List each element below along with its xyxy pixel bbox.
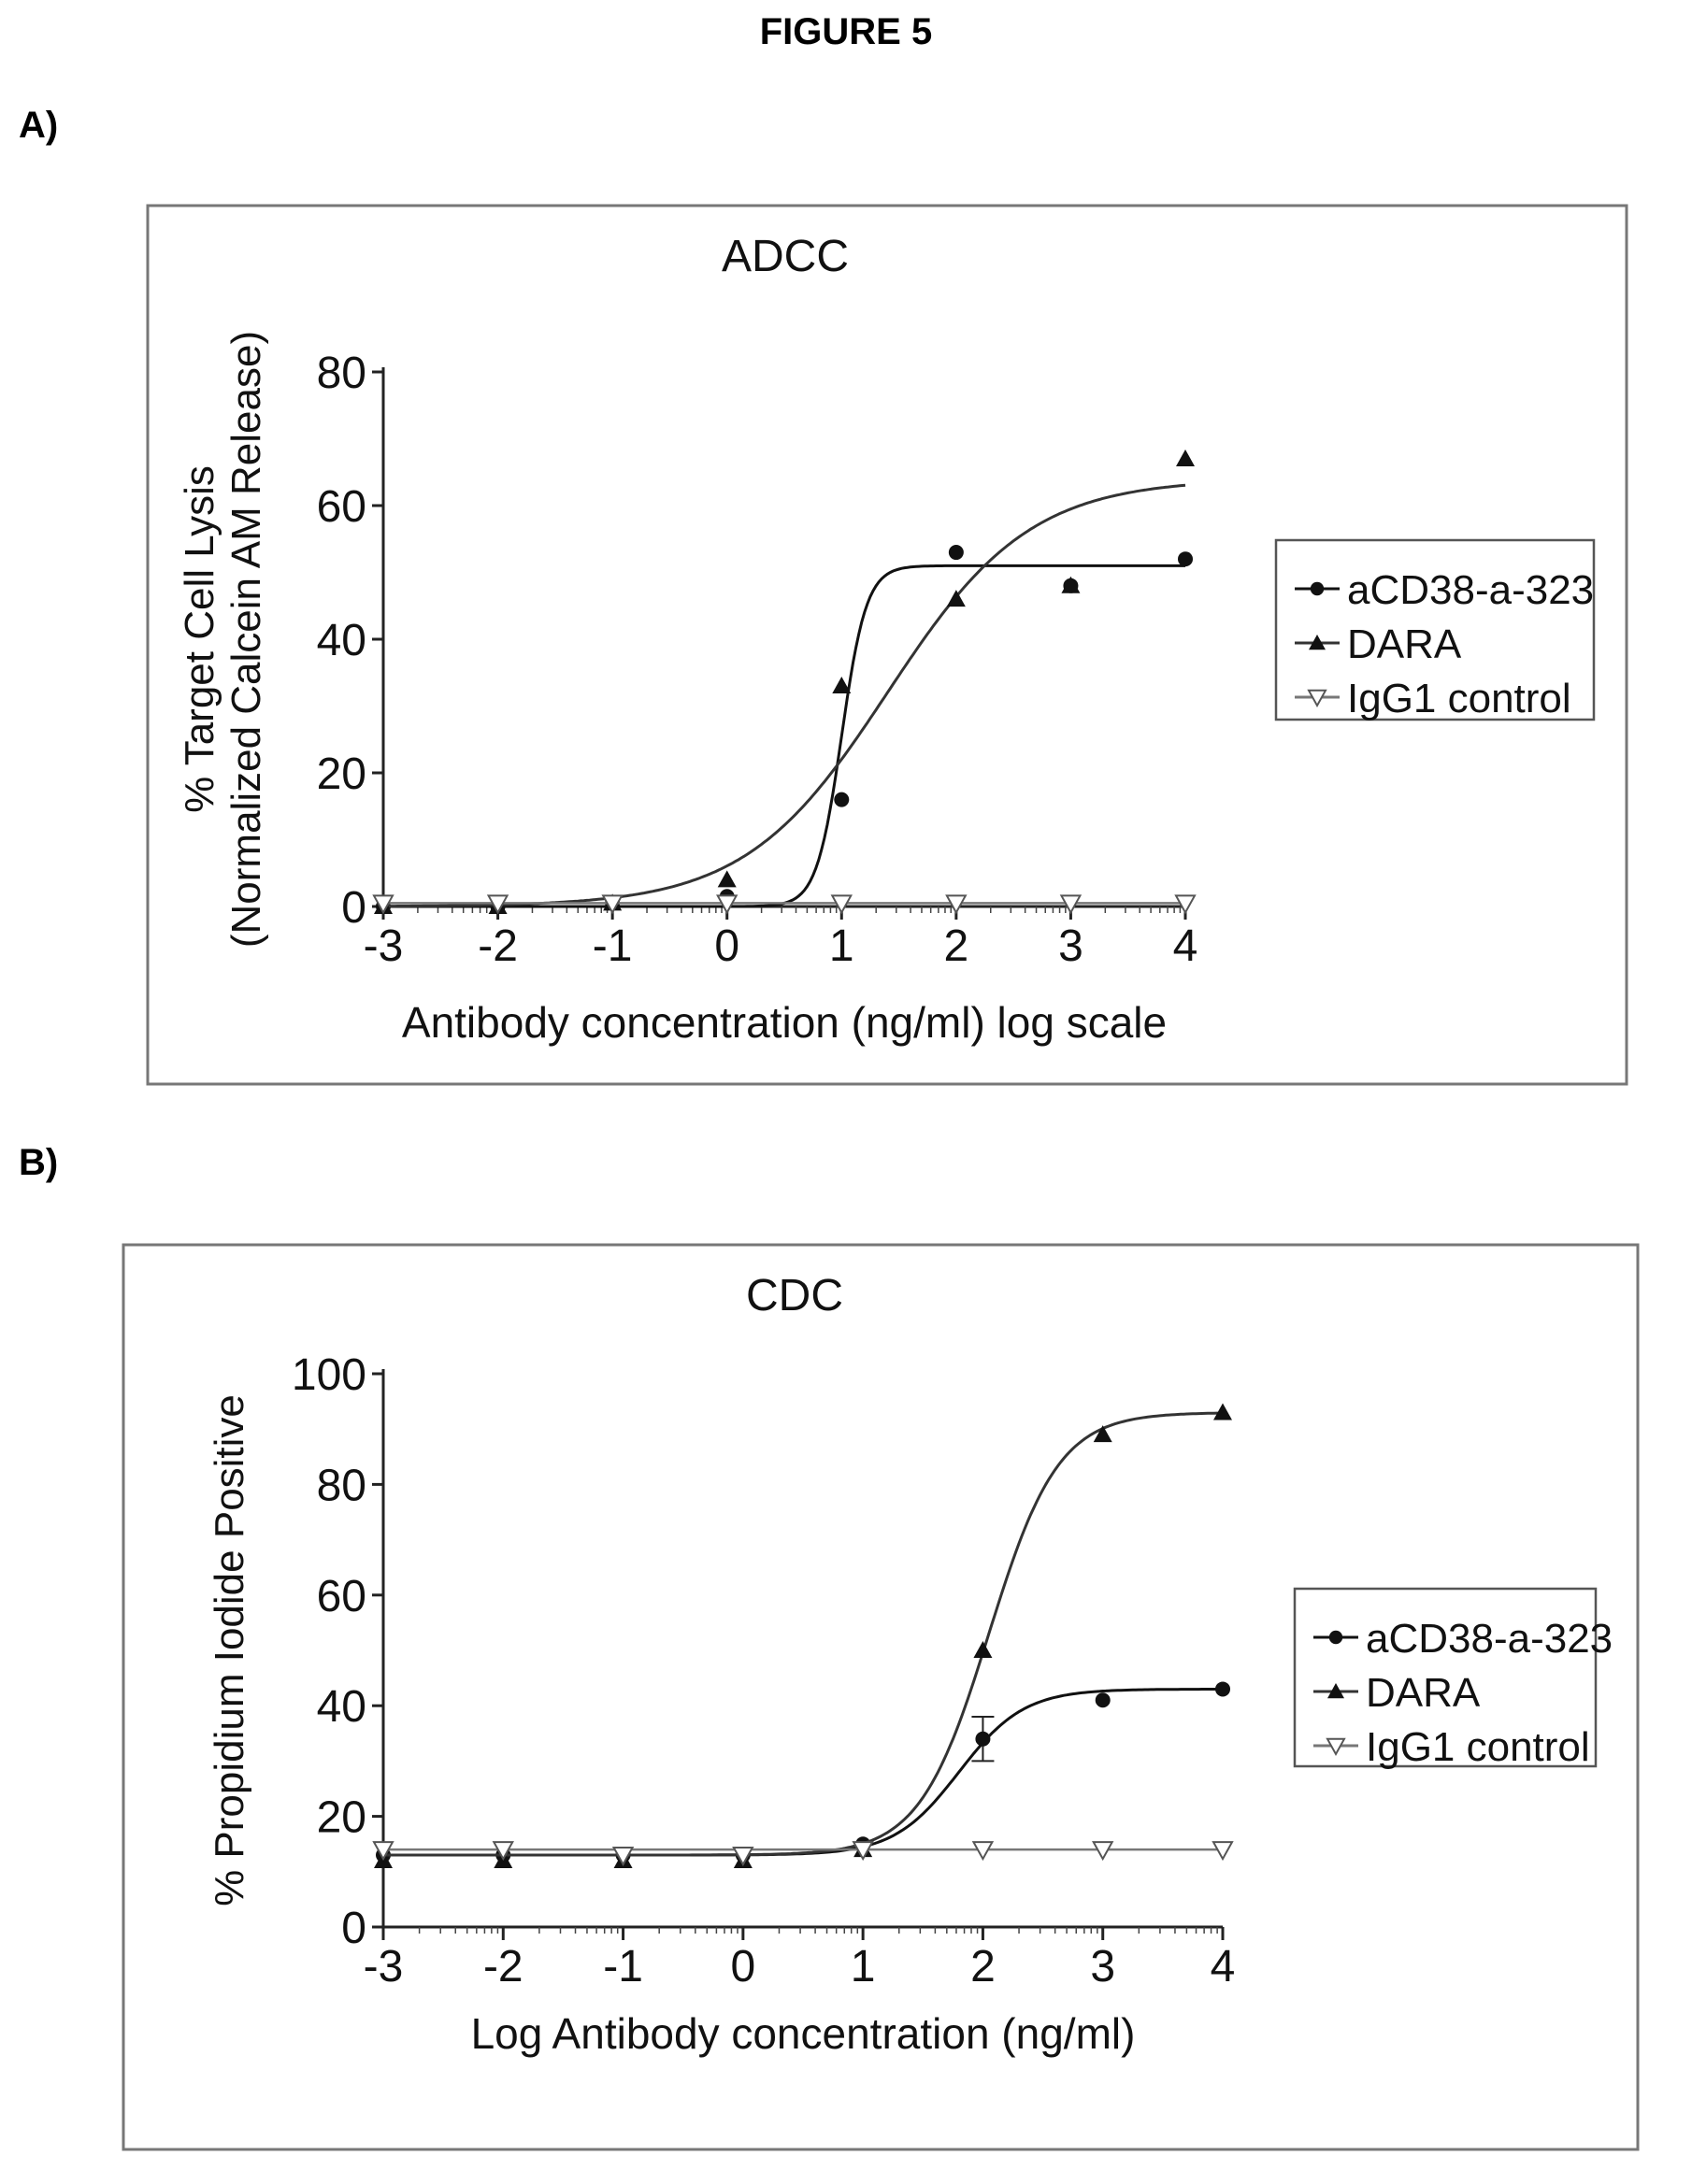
cdc-x-tick-label: 0	[731, 1942, 756, 1991]
cdc-legend-label-igg1-control: IgG1 control	[1366, 1724, 1590, 1770]
adcc-y-axis-label: (Normalized Calcein AM Release)	[223, 331, 269, 948]
adcc-point-igg1-control	[945, 894, 968, 915]
cdc-fit-curve-dara	[383, 1411, 1224, 1857]
adcc-y-tick-label: 40	[317, 616, 366, 665]
cdc-x-tick-label: -3	[364, 1942, 404, 1991]
adcc-frame	[146, 204, 1628, 1086]
adcc-x-tick-label: -3	[364, 921, 404, 971]
cdc-x-tick-label: -1	[603, 1942, 643, 1991]
adcc-legend-label-acd38-a-323: aCD38-a-323	[1347, 567, 1594, 613]
adcc-y-tick-label: 20	[317, 749, 366, 799]
cdc-x-tick-label: 4	[1211, 1942, 1236, 1991]
adcc-x-tick-label: -2	[478, 921, 518, 971]
adcc-legend-label-igg1-control: IgG1 control	[1347, 676, 1571, 721]
cdc-point-acd38-a-323	[1215, 1681, 1230, 1697]
adcc-x-tick-label: 2	[944, 921, 969, 971]
adcc-x-tick-label: 4	[1173, 921, 1198, 971]
adcc-y-axis-label: % Target Cell Lysis	[177, 465, 222, 813]
cdc-x-axis-label: Log Antibody concentration (ng/ml)	[471, 2009, 1136, 2058]
panel-label-a: A)	[19, 105, 59, 146]
cdc-point-igg1-control	[971, 1841, 995, 1862]
adcc-point-dara	[717, 870, 737, 888]
adcc-point-acd38-a-323	[834, 792, 850, 807]
cdc-legend-label-acd38-a-323: aCD38-a-323	[1366, 1616, 1613, 1662]
cdc-y-tick-label: 60	[317, 1572, 366, 1621]
adcc-point-igg1-control	[601, 894, 624, 915]
adcc-fit-curve-acd38-a-323	[383, 564, 1185, 908]
cdc-point-dara	[1213, 1403, 1232, 1420]
adcc-point-igg1-control	[716, 894, 738, 915]
cdc-legend-box	[1293, 1587, 1598, 1768]
adcc-point-igg1-control	[486, 894, 509, 915]
adcc-point-igg1-control	[372, 894, 394, 915]
adcc-fit-curve-dara	[383, 483, 1186, 908]
adcc-point-dara	[946, 590, 966, 607]
adcc-x-tick-label: 1	[829, 921, 854, 971]
cdc-title: CDC	[746, 1271, 843, 1320]
cdc-frame	[122, 1243, 1640, 2151]
adcc-point-igg1-control	[830, 894, 853, 915]
adcc-x-tick-label: 0	[714, 921, 739, 971]
adcc-title: ADCC	[722, 232, 849, 281]
adcc-point-dara	[1061, 576, 1081, 593]
adcc-legend-label-dara: DARA	[1347, 621, 1462, 667]
cdc-y-tick-label: 80	[317, 1461, 366, 1510]
figure-title: FIGURE 5	[759, 11, 933, 52]
cdc-point-igg1-control	[1092, 1841, 1114, 1862]
adcc-legend-box	[1274, 538, 1596, 721]
adcc-x-tick-label: 3	[1058, 921, 1083, 971]
cdc-point-igg1-control	[732, 1847, 754, 1867]
cdc-legend-label-dara: DARA	[1366, 1670, 1481, 1716]
cdc-x-tick-label: 2	[970, 1942, 996, 1991]
cdc-point-igg1-control	[611, 1847, 635, 1867]
cdc-chart: CDC 0 20 40 60 80 100 -3 -2 -1 0 1 2 3 4 Log Antibody c…	[122, 1243, 1640, 2151]
adcc-point-dara	[1176, 449, 1195, 466]
panel-label-b: B)	[19, 1142, 59, 1183]
adcc-y-tick-label: 80	[317, 349, 366, 398]
cdc-y-tick-label: 20	[317, 1793, 366, 1843]
adcc-point-igg1-control	[1059, 894, 1083, 915]
adcc-point-dara	[832, 677, 852, 694]
adcc-legend-marker-acd38-a-323	[1310, 581, 1325, 596]
adcc-x-axis-label: Antibody concentration (ng/ml) log scale	[402, 998, 1167, 1047]
cdc-point-dara	[1093, 1425, 1112, 1443]
cdc-point-igg1-control	[852, 1841, 874, 1862]
cdc-point-igg1-control	[492, 1841, 514, 1862]
cdc-fit-curve-acd38-a-323	[383, 1688, 1223, 1857]
adcc-point-igg1-control	[1174, 894, 1197, 915]
cdc-legend-marker-acd38-a-323	[1328, 1630, 1343, 1645]
cdc-x-tick-label: 1	[851, 1942, 876, 1991]
adcc-point-acd38-a-323	[1178, 551, 1193, 567]
cdc-y-axis-label: % Propidium Iodide Positive	[207, 1394, 252, 1906]
cdc-y-tick-label: 0	[341, 1904, 366, 1953]
cdc-point-acd38-a-323	[975, 1731, 991, 1747]
cdc-x-tick-label: -2	[483, 1942, 523, 1991]
cdc-point-dara	[973, 1641, 993, 1658]
adcc-legend-marker-dara	[1309, 635, 1326, 650]
adcc-point-acd38-a-323	[948, 545, 964, 561]
cdc-point-acd38-a-323	[1095, 1692, 1111, 1708]
adcc-y-tick-label: 60	[317, 482, 366, 532]
cdc-point-igg1-control	[1212, 1841, 1234, 1862]
adcc-y-tick-label: 0	[341, 883, 366, 933]
cdc-legend-marker-dara	[1327, 1683, 1344, 1699]
adcc-legend-marker-igg1-control	[1307, 689, 1327, 708]
adcc-x-tick-label: -1	[593, 921, 633, 971]
cdc-y-tick-label: 100	[292, 1350, 366, 1400]
cdc-x-tick-label: 3	[1090, 1942, 1115, 1991]
cdc-point-igg1-control	[372, 1841, 394, 1862]
cdc-y-tick-label: 40	[317, 1682, 366, 1732]
cdc-legend-marker-igg1-control	[1326, 1737, 1346, 1757]
